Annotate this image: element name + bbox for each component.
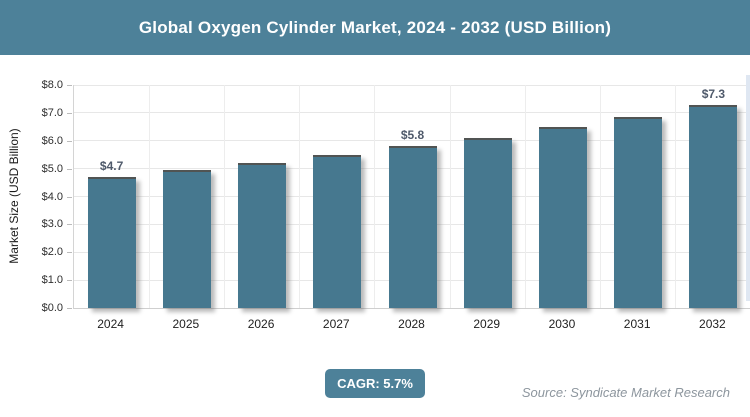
plot-area: $4.7 $5.8 $7.3: [73, 84, 750, 309]
gridline-vertical: [299, 85, 301, 308]
y-tick-mark: [67, 224, 72, 226]
y-tick-label: $5.0: [41, 162, 63, 175]
bar: [463, 137, 512, 308]
cagr-badge: CAGR: 5.7%: [325, 369, 425, 398]
bar: [238, 163, 287, 308]
gridline-vertical: [374, 85, 376, 308]
gridline-vertical: [148, 85, 150, 308]
bar: [388, 146, 437, 308]
source-credit: Source: Syndicate Market Research: [521, 385, 730, 400]
gridline-vertical: [524, 85, 526, 308]
y-tick-label: $4.0: [41, 190, 63, 203]
bar: [614, 117, 663, 308]
gridline-horizontal: [74, 84, 750, 86]
y-tick-mark: [67, 196, 72, 198]
bar-value-label: $4.7: [99, 158, 124, 173]
scrollbar-strip: [746, 75, 750, 301]
y-tick-mark: [67, 140, 72, 142]
y-tick-mark: [67, 168, 72, 170]
y-tick-label: $7.0: [41, 106, 63, 119]
x-tick-label: 2031: [623, 317, 651, 331]
x-tick-label: 2025: [172, 317, 200, 331]
gridline-horizontal: [74, 112, 750, 114]
y-tick-label: $8.0: [41, 79, 63, 91]
x-tick-label: 2029: [473, 317, 501, 331]
y-axis-title: Market Size (USD Billion): [7, 128, 21, 264]
bar-value-label: $5.8: [400, 128, 425, 143]
bar: [162, 170, 211, 308]
y-tick-mark: [67, 112, 72, 114]
x-tick-label: 2026: [247, 317, 275, 331]
y-tick-mark: [67, 85, 72, 86]
x-tick-label: 2028: [398, 317, 425, 331]
bar: [538, 126, 587, 308]
gridline-vertical: [223, 85, 225, 308]
bar: [689, 104, 738, 308]
gridline-vertical: [600, 85, 602, 308]
cagr-label: CAGR: 5.7%: [337, 376, 413, 391]
y-tick-mark: [67, 308, 72, 309]
bar: [87, 177, 136, 308]
y-tick-label: $1.0: [41, 274, 63, 287]
bar: [313, 154, 362, 308]
y-tick-label: $6.0: [41, 134, 63, 147]
y-tick-mark: [67, 252, 72, 254]
y-tick-label: $3.0: [41, 218, 63, 231]
y-tick-mark: [67, 280, 72, 282]
bar-value-label: $7.3: [701, 86, 726, 101]
x-tick-label: 2024: [97, 317, 124, 331]
chart-title: Global Oxygen Cylinder Market, 2024 - 20…: [138, 17, 612, 37]
y-tick-label: $0.0: [41, 302, 63, 314]
x-tick-label: 2032: [699, 317, 726, 331]
chart-title-banner: Global Oxygen Cylinder Market, 2024 - 20…: [0, 0, 750, 55]
gridline-vertical: [675, 85, 677, 308]
x-tick-label: 2027: [322, 317, 350, 331]
gridline-horizontal: [74, 140, 750, 142]
y-tick-label: $2.0: [41, 246, 63, 259]
gridline-vertical: [449, 85, 451, 308]
x-tick-label: 2030: [548, 317, 576, 331]
